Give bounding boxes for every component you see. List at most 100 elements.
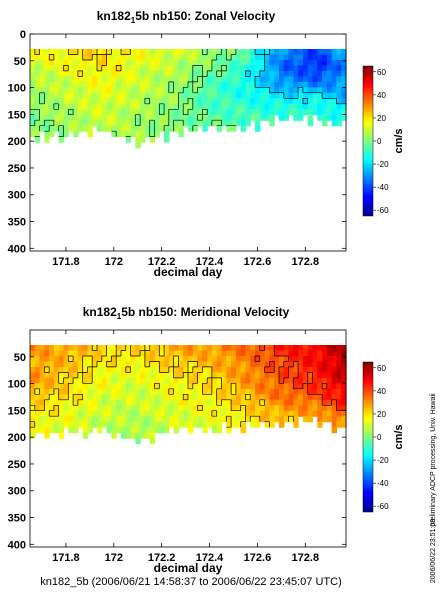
velocity-cell (341, 372, 347, 379)
velocity-cell (250, 70, 256, 77)
velocity-cell (149, 70, 156, 77)
velocity-cell (255, 421, 261, 428)
velocity-cell (188, 427, 194, 434)
velocity-cell (34, 136, 41, 143)
velocity-cell (73, 427, 79, 434)
velocity-cell (58, 421, 65, 428)
velocity-cell (341, 350, 347, 357)
velocity-cell (164, 81, 170, 88)
velocity-cell (178, 399, 184, 406)
velocity-cell (135, 345, 141, 352)
velocity-cell (116, 54, 122, 61)
velocity-cell (130, 416, 136, 423)
velocity-cell (125, 70, 132, 77)
velocity-cell (116, 49, 122, 56)
velocity-cell (120, 120, 127, 127)
timestamp-stamp: 2006/06/22 23:51:08 (430, 519, 437, 583)
velocity-cell (235, 421, 242, 428)
velocity-cell (192, 383, 199, 390)
velocity-cell (149, 76, 156, 83)
velocity-cell (326, 81, 333, 88)
velocity-cell (288, 405, 294, 412)
velocity-cell (269, 49, 275, 56)
x-tick-label: 172.4 (196, 552, 224, 564)
velocity-cell (92, 394, 98, 401)
velocity-cell (274, 355, 280, 363)
velocity-cell (149, 65, 156, 72)
velocity-cell (326, 54, 333, 61)
velocity-cell (274, 366, 280, 373)
velocity-cell (144, 120, 151, 127)
velocity-cell (274, 388, 280, 395)
velocity-cell (68, 345, 74, 352)
velocity-cell (240, 125, 247, 132)
velocity-cell (307, 65, 314, 72)
velocity-cell (49, 70, 55, 77)
velocity-cell (53, 427, 60, 434)
velocity-cell (178, 120, 184, 127)
velocity-cell (322, 81, 328, 88)
velocity-cell (231, 421, 237, 428)
velocity-cell (53, 98, 60, 105)
velocity-cell (207, 350, 213, 357)
velocity-cell (53, 92, 60, 99)
velocity-cell (73, 399, 79, 406)
velocity-cell (302, 399, 309, 406)
velocity-cell (326, 114, 333, 121)
velocity-cell (30, 54, 36, 61)
velocity-cell (322, 388, 328, 395)
velocity-cell (250, 87, 256, 94)
velocity-cell (283, 65, 290, 72)
velocity-cell (250, 372, 256, 379)
velocity-cell (259, 399, 266, 406)
velocity-cell (331, 76, 338, 83)
velocity-cell (106, 355, 112, 363)
velocity-cell (269, 87, 275, 94)
velocity-cell (164, 410, 170, 417)
velocity-cell (240, 416, 247, 423)
velocity-cell (73, 388, 79, 395)
velocity-cell (63, 92, 69, 99)
velocity-cell (221, 70, 227, 77)
velocity-cell (173, 361, 180, 368)
velocity-cell (149, 421, 156, 428)
velocity-cell (317, 65, 323, 72)
velocity-cell (39, 383, 45, 390)
velocity-cell (274, 383, 280, 390)
velocity-cell (106, 377, 112, 384)
velocity-cell (44, 92, 50, 99)
velocity-cell (82, 92, 89, 99)
velocity-cell (53, 59, 60, 67)
velocity-cell (168, 81, 175, 88)
velocity-cell (183, 394, 189, 401)
velocity-cell (130, 59, 136, 67)
velocity-cell (192, 54, 199, 61)
velocity-cell (144, 131, 151, 138)
velocity-cell (202, 49, 208, 56)
velocity-cell (278, 49, 285, 56)
velocity-cell (288, 372, 294, 379)
velocity-cell (68, 416, 74, 423)
velocity-cell (322, 383, 328, 390)
velocity-cell (68, 54, 74, 61)
velocity-cell (231, 76, 237, 83)
velocity-cell (235, 109, 242, 116)
velocity-cell (269, 416, 275, 423)
velocity-cell (111, 432, 117, 439)
velocity-cell (293, 54, 299, 61)
velocity-cell (68, 383, 74, 390)
velocity-cell (73, 109, 79, 116)
velocity-cell (111, 131, 117, 138)
velocity-cell (73, 125, 79, 132)
velocity-cell (221, 120, 227, 127)
velocity-cell (240, 366, 247, 373)
velocity-cell (44, 114, 50, 121)
velocity-cell (322, 377, 328, 384)
velocity-cell (58, 70, 65, 77)
velocity-cell (288, 109, 294, 116)
velocity-cell (293, 421, 299, 428)
velocity-cell (317, 109, 323, 116)
velocity-cell (312, 98, 318, 105)
velocity-cell (197, 345, 203, 352)
